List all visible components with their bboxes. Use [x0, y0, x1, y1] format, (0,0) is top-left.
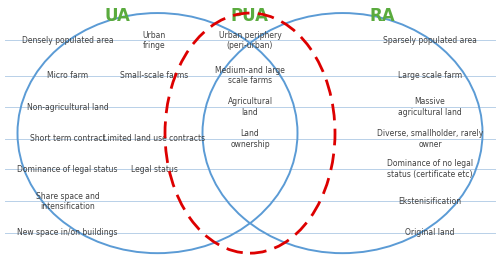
Text: Large scale farm: Large scale farm — [398, 71, 462, 80]
Text: Urban
fringe: Urban fringe — [142, 31, 166, 50]
Text: Land
ownership: Land ownership — [230, 129, 270, 149]
Text: Diverse, smallholder, rarely
owner: Diverse, smallholder, rarely owner — [377, 129, 483, 149]
Text: PUA: PUA — [231, 7, 269, 25]
Text: Limited land use contracts: Limited land use contracts — [103, 134, 205, 143]
Text: Dominance of no legal
status (certificate etc): Dominance of no legal status (certificat… — [387, 159, 473, 179]
Text: Original land: Original land — [405, 228, 455, 237]
Text: UA: UA — [104, 7, 130, 25]
Text: Legal status: Legal status — [130, 165, 178, 174]
Text: Densely populated area: Densely populated area — [22, 36, 114, 45]
Text: Short term contract: Short term contract — [30, 134, 106, 143]
Text: Agricultural
land: Agricultural land — [228, 97, 272, 117]
Text: RA: RA — [370, 7, 396, 25]
Text: Massive
agricultural land: Massive agricultural land — [398, 97, 462, 117]
Text: Ekstenisification: Ekstenisification — [398, 197, 462, 206]
Text: Small-scale farms: Small-scale farms — [120, 71, 188, 80]
Text: Medium-and large
scale farms: Medium-and large scale farms — [215, 66, 285, 85]
Text: Non-agricultural land: Non-agricultural land — [26, 103, 108, 111]
Text: New space in/on buildings: New space in/on buildings — [17, 228, 118, 237]
Text: Micro farm: Micro farm — [47, 71, 88, 80]
Text: Sparsely populated area: Sparsely populated area — [383, 36, 477, 45]
Text: Urban periphery
(peri-urban): Urban periphery (peri-urban) — [218, 31, 282, 50]
Text: Share space and
intensification: Share space and intensification — [36, 192, 100, 211]
Text: Dominance of legal status: Dominance of legal status — [17, 165, 118, 174]
